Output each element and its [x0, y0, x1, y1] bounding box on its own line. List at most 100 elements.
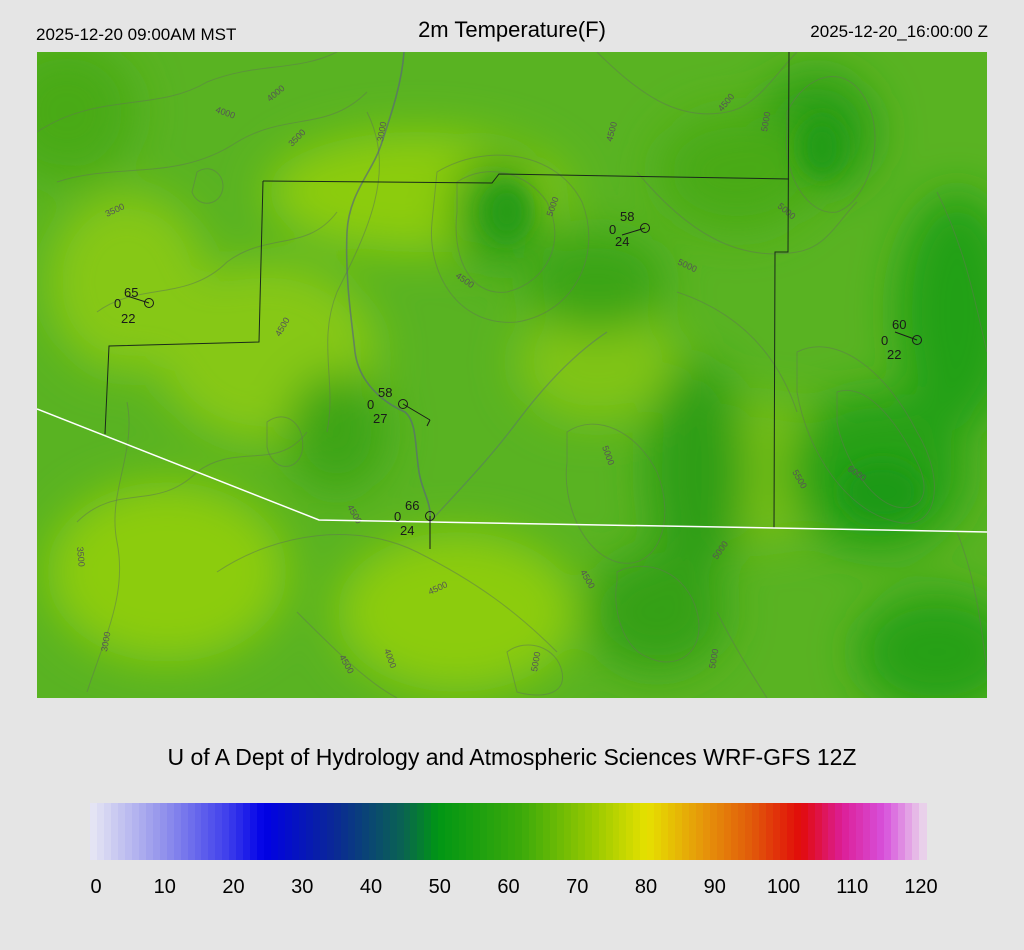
station-plot: 60 0 22 [881, 317, 922, 362]
colorbar-step [696, 803, 704, 860]
contour-label: 3000 [99, 631, 112, 652]
colorbar-step [835, 803, 843, 860]
station-plot: 65 0 22 [114, 285, 154, 326]
contour-label: 5000 [759, 111, 772, 132]
colorbar-step [577, 803, 586, 860]
colorbar-step [285, 803, 293, 860]
colorbar-step [626, 803, 634, 860]
colorbar-step [765, 803, 774, 860]
colorbar-step [319, 803, 328, 860]
colorbar-step [431, 803, 439, 860]
colorbar-step [912, 803, 920, 860]
colorbar-step [723, 803, 732, 860]
colorbar-step [347, 803, 356, 860]
colorbar-step [396, 803, 405, 860]
colorbar-step [215, 803, 223, 860]
colorbar-step [821, 803, 830, 860]
colorbar-tick: 0 [90, 876, 102, 898]
colorbar-step [459, 803, 467, 860]
colorbar-step [514, 803, 523, 860]
state-border [37, 408, 987, 533]
colorbar-step [494, 803, 502, 860]
colorbar-step [90, 803, 98, 860]
colorbar-step [828, 803, 837, 860]
colorbar-step [647, 803, 655, 860]
colorbar-step [159, 803, 168, 860]
colorbar-step [563, 803, 572, 860]
colorbar-step [417, 803, 425, 860]
colorbar [90, 803, 927, 860]
colorbar-step [368, 803, 377, 860]
colorbar-step [389, 803, 398, 860]
station-temp: 58 [378, 385, 392, 400]
map-title: 2m Temperature(F) [418, 17, 606, 42]
temperature-map: 4000 3000 4000 4500 3500 3500 5000 5000 … [37, 52, 987, 698]
station-pressure: 0 [394, 509, 401, 524]
colorbar-step [375, 803, 384, 860]
colorbar-step [299, 803, 307, 860]
colorbar-step [535, 803, 544, 860]
colorbar-step [208, 803, 216, 860]
colorbar-step [856, 803, 864, 860]
colorbar-step [556, 803, 565, 860]
colorbar-step [501, 803, 509, 860]
colorbar-step [842, 803, 850, 860]
colorbar-tick: 20 [222, 876, 245, 898]
colorbar-step [466, 803, 474, 860]
colorbar-step [919, 803, 927, 860]
colorbar-step [271, 803, 279, 860]
colorbar-step [243, 803, 251, 860]
colorbar-step [361, 803, 370, 860]
colorbar-step [570, 803, 579, 860]
station-plot: 66 0 24 [394, 498, 435, 549]
colorbar-step [758, 803, 767, 860]
contour-label: 5000 [529, 651, 542, 672]
colorbar-step [793, 803, 802, 860]
station-plot: 58 0 24 [609, 209, 650, 249]
colorbar-step [751, 803, 760, 860]
colorbar-step [703, 803, 711, 860]
colorbar-step [870, 803, 878, 860]
colorbar-step [96, 803, 105, 860]
colorbar-step [633, 803, 641, 860]
colorbar-step [445, 803, 453, 860]
station-temp: 60 [892, 317, 906, 332]
colorbar-tick: 90 [703, 876, 726, 898]
colorbar-tick: 30 [291, 876, 314, 898]
colorbar-step [473, 803, 481, 860]
colorbar-step [110, 803, 119, 860]
colorbar-step [264, 803, 272, 860]
colorbar-step [905, 803, 913, 860]
colorbar-step [103, 803, 112, 860]
colorbar-step [333, 803, 342, 860]
colorbar-step [668, 803, 676, 860]
colorbar-step [480, 803, 488, 860]
colorbar-step [591, 803, 600, 860]
elevation-contours [37, 52, 987, 698]
colorbar-step [487, 803, 495, 860]
contour-label: 5000 [707, 648, 720, 669]
colorbar-tick: 80 [634, 876, 658, 898]
colorbar-step [807, 803, 816, 860]
colorbar-step [145, 803, 154, 860]
colorbar-step [194, 803, 203, 860]
colorbar-tick: 10 [153, 876, 176, 898]
colorbar-step [779, 803, 788, 860]
colorbar-step [326, 803, 335, 860]
colorbar-step [772, 803, 781, 860]
colorbar-step [619, 803, 628, 860]
utc-time: 2025-12-20_16:00:00 Z [810, 22, 988, 41]
colorbar-step [180, 803, 189, 860]
colorbar-step [598, 803, 607, 860]
colorbar-step [682, 803, 690, 860]
colorbar-step [138, 803, 147, 860]
colorbar-step [800, 803, 809, 860]
river-tributary [429, 331, 608, 523]
colorbar-tick: 110 [836, 876, 869, 898]
colorbar-step [305, 803, 314, 860]
colorbar-step [312, 803, 321, 860]
colorbar-step [222, 803, 230, 860]
colorbar-step [250, 803, 258, 860]
station-temp: 66 [405, 498, 419, 513]
colorbar-step [131, 803, 140, 860]
